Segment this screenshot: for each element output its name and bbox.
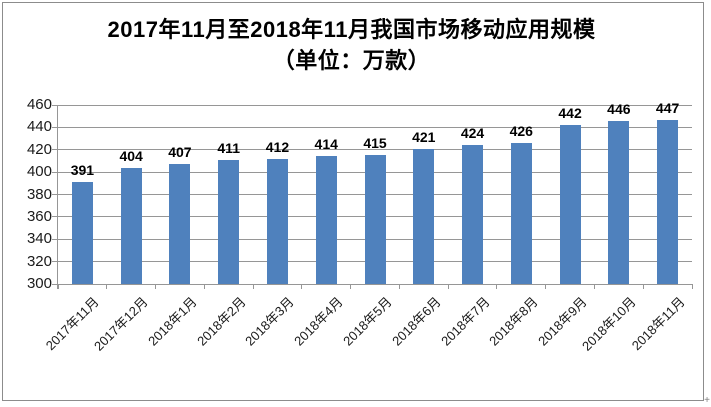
bar bbox=[364, 155, 386, 284]
x-axis-tick bbox=[155, 284, 157, 289]
x-axis-category-label: 2018年8月 bbox=[486, 294, 542, 349]
bar-value-label: 414 bbox=[314, 136, 338, 153]
x-axis-tick bbox=[447, 284, 449, 289]
x-axis-tick bbox=[691, 284, 693, 289]
x-axis-tick bbox=[398, 284, 400, 289]
x-axis-tick bbox=[350, 284, 352, 289]
x-axis-tick bbox=[545, 284, 547, 289]
y-axis-tick bbox=[52, 261, 58, 263]
x-axis-tick bbox=[593, 284, 595, 289]
x-axis-tick bbox=[203, 284, 205, 289]
x-axis-tick bbox=[496, 284, 498, 289]
bar-value-label: 446 bbox=[607, 100, 631, 117]
chart-title-line1: 2017年11月至2018年11月我国市场移动应用规模 bbox=[107, 17, 596, 42]
bar-value-label: 415 bbox=[363, 135, 387, 152]
gridline-300 bbox=[58, 283, 692, 285]
x-axis-category-label: 2018年5月 bbox=[340, 294, 395, 349]
bar-value-label: 404 bbox=[119, 147, 143, 164]
y-axis-line bbox=[57, 105, 58, 289]
y-axis-tick-label: 300 bbox=[26, 275, 52, 292]
bar bbox=[608, 120, 630, 284]
x-axis-category-label: 2018年6月 bbox=[388, 294, 444, 349]
y-axis-tick bbox=[52, 216, 58, 218]
bar bbox=[657, 119, 679, 284]
y-axis-tick bbox=[52, 104, 58, 106]
gridline-440 bbox=[58, 126, 692, 128]
bar bbox=[559, 125, 581, 284]
x-axis-category-label: 2018年4月 bbox=[291, 294, 346, 349]
chart-title: 2017年11月至2018年11月我国市场移动应用规模 （单位：万款） bbox=[0, 14, 703, 76]
x-axis-category-label: 2018年2月 bbox=[193, 294, 249, 349]
bar-value-label: 424 bbox=[460, 125, 485, 142]
x-axis-tick bbox=[642, 284, 644, 289]
bar-value-label: 442 bbox=[558, 105, 582, 122]
y-axis-tick-label: 400 bbox=[26, 163, 52, 181]
bar bbox=[266, 158, 288, 284]
y-axis-tick-label: 460 bbox=[26, 96, 52, 113]
bar bbox=[169, 164, 191, 284]
y-axis-tick bbox=[52, 126, 58, 128]
y-axis-tick-label: 440 bbox=[26, 118, 52, 136]
y-axis-tick-label: 420 bbox=[26, 140, 52, 158]
y-axis-tick bbox=[52, 149, 58, 151]
y-axis-tick-label: 380 bbox=[26, 185, 52, 203]
y-axis-tick bbox=[52, 171, 58, 173]
y-axis-tick-label: 360 bbox=[26, 207, 52, 225]
bar bbox=[413, 148, 435, 284]
chart-title-line2: （单位：万款） bbox=[272, 48, 431, 73]
bar bbox=[218, 159, 240, 284]
x-axis-tick bbox=[106, 284, 108, 289]
bar-value-label: 391 bbox=[70, 162, 95, 179]
x-axis-category-label: 2018年1月 bbox=[145, 294, 200, 349]
bar-value-label: 412 bbox=[265, 138, 290, 155]
y-axis-tick bbox=[52, 238, 58, 240]
bar bbox=[510, 143, 532, 284]
x-axis-tick bbox=[301, 284, 303, 289]
resize-cursor-mark: + bbox=[704, 395, 710, 406]
bar-value-label: 421 bbox=[412, 128, 436, 145]
plot-area: 391 404 407 411 412 414 415 421 424 426 442 446 447 bbox=[52, 100, 693, 289]
bar bbox=[71, 182, 93, 284]
bar bbox=[120, 167, 142, 284]
y-axis-tick-label: 320 bbox=[26, 252, 52, 270]
x-axis-category-label: 2018年7月 bbox=[437, 294, 493, 349]
bar-value-label: 447 bbox=[655, 99, 680, 116]
gridline-420 bbox=[58, 149, 692, 151]
bar-value-label: 411 bbox=[217, 139, 240, 156]
x-axis-tick bbox=[57, 284, 59, 289]
x-axis-category-label: 2018年3月 bbox=[242, 294, 298, 349]
bar-value-label: 407 bbox=[168, 144, 192, 161]
bar bbox=[462, 145, 484, 284]
y-axis-tick-label: 340 bbox=[26, 230, 52, 248]
y-axis-tick bbox=[52, 194, 58, 195]
x-axis-tick bbox=[252, 284, 254, 289]
bar-value-label: 426 bbox=[509, 123, 533, 140]
gridline-460 bbox=[58, 104, 692, 106]
bar bbox=[315, 156, 337, 284]
y-axis-tick bbox=[52, 283, 58, 285]
